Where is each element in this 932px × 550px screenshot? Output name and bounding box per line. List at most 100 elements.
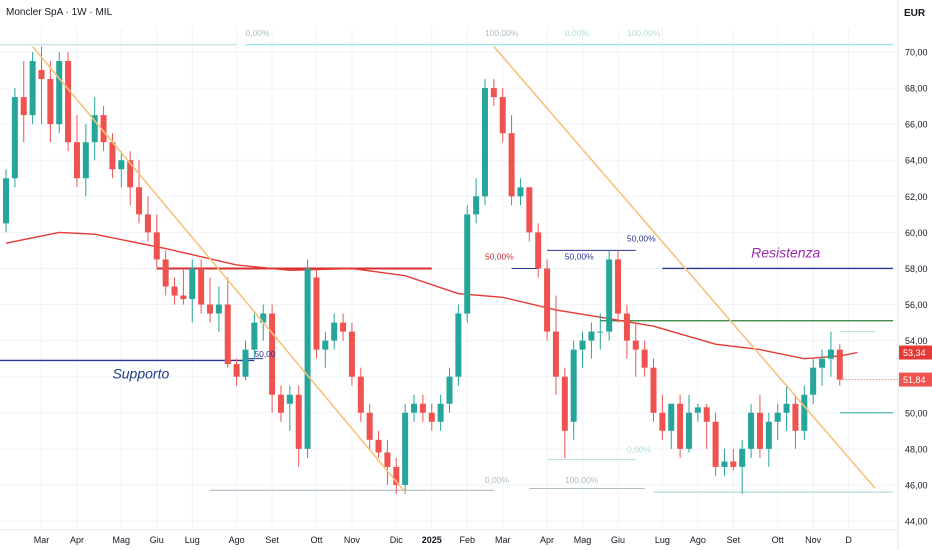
candle-body [792, 403, 799, 431]
candle-body [260, 313, 267, 323]
candle-body [827, 349, 834, 359]
candle-body [712, 421, 719, 467]
candle-body [801, 394, 808, 431]
candle-body [82, 142, 89, 179]
candle-body [171, 286, 178, 296]
candle-body [481, 88, 488, 197]
x-tick-label: Mag [574, 535, 592, 545]
y-tick-label: 46,00 [905, 480, 928, 490]
candle-body [464, 214, 471, 314]
candle-body [20, 97, 27, 116]
candle-body [615, 259, 622, 314]
candle-body [402, 412, 409, 485]
candle-body [685, 412, 692, 449]
candle-body [783, 403, 790, 413]
candle-body [437, 403, 444, 422]
current-price-tag: 51,84 [903, 375, 926, 385]
candle-body [357, 376, 364, 413]
candle-body [224, 304, 231, 365]
fib-50-navy: 50,00% [565, 251, 594, 261]
candle-body [286, 394, 293, 404]
candle-body [322, 340, 329, 350]
candle-body [375, 439, 382, 453]
fib-50-top: 50,00% [627, 233, 656, 243]
fib-100-top: 100,00% [485, 28, 519, 38]
candle-body [508, 133, 515, 197]
fib-0-bottom-right: 0,00% [627, 444, 652, 454]
candle-body [748, 412, 755, 449]
candle-body [756, 412, 763, 449]
y-tick-label: 48,00 [905, 444, 928, 454]
candle-body [118, 160, 125, 170]
candle-body [277, 394, 284, 413]
candle-body [144, 214, 151, 233]
y-tick-label: 50,00 [905, 408, 928, 418]
candle-body [56, 61, 63, 125]
x-tick-label: Set [265, 535, 279, 545]
x-tick-label: Ott [772, 535, 785, 545]
ma-price-tag: 53,34 [903, 348, 926, 358]
candle-body [774, 412, 781, 422]
candle-body [251, 322, 258, 350]
x-tick-label: Lug [185, 535, 200, 545]
current-price-tag-bg [899, 372, 932, 387]
candle-body [677, 403, 684, 449]
candle-body [47, 79, 54, 125]
candle-body [215, 304, 222, 314]
x-tick-label: Ago [229, 535, 245, 545]
fib-50-red: 50,00% [485, 251, 514, 261]
fib-0-top-left: 0,00% [245, 28, 270, 38]
candle-body [153, 232, 160, 260]
candle-body [109, 142, 116, 170]
x-tick-label: Ago [690, 535, 706, 545]
candle-body [198, 268, 205, 305]
x-tick-label: Mar [34, 535, 50, 545]
candle-body [3, 178, 9, 224]
candle-body [446, 376, 453, 404]
candle-body [304, 268, 311, 449]
y-tick-label: 62,00 [905, 192, 928, 202]
candle-body [428, 412, 435, 422]
candle-body [739, 448, 746, 467]
supporto-label: Supporto [112, 365, 169, 381]
candle-body [180, 295, 187, 300]
candle-body [765, 421, 772, 449]
fib-0-top-mid: 0,00% [565, 28, 590, 38]
candle-body [623, 313, 630, 341]
candle-body [721, 461, 728, 467]
candle-body [694, 407, 701, 413]
x-tick-label: Ott [310, 535, 323, 545]
x-tick-label: Mar [495, 535, 511, 545]
candle-body [162, 259, 169, 287]
y-tick-label: 64,00 [905, 156, 928, 166]
candle-body [517, 187, 524, 197]
candle-body [499, 97, 506, 134]
x-tick-label: Giu [150, 535, 164, 545]
candle-body [207, 304, 214, 314]
candle-body [819, 358, 826, 368]
candle-body [366, 412, 373, 440]
x-tick-label: Apr [540, 535, 554, 545]
candle-body [295, 394, 302, 449]
candle-body [38, 70, 45, 80]
candle-body [535, 232, 542, 269]
candle-body [73, 142, 80, 179]
currency-label: EUR [904, 8, 926, 19]
candle-body [659, 412, 666, 431]
fib-50-left: 50,00 [254, 349, 276, 359]
candle-body [127, 160, 134, 188]
candle-body [632, 340, 639, 350]
candle-body [650, 367, 657, 413]
candle-body [313, 277, 320, 350]
candle-body [419, 403, 426, 413]
candle-body [411, 403, 418, 413]
candle-body [136, 187, 143, 215]
candle-body [730, 461, 737, 467]
x-tick-label: Giu [611, 535, 625, 545]
x-tick-label: D [845, 535, 852, 545]
ma-price-tag-bg [899, 345, 932, 360]
y-tick-label: 56,00 [905, 300, 928, 310]
candle-body [340, 322, 347, 332]
trendline-2 [493, 46, 876, 490]
